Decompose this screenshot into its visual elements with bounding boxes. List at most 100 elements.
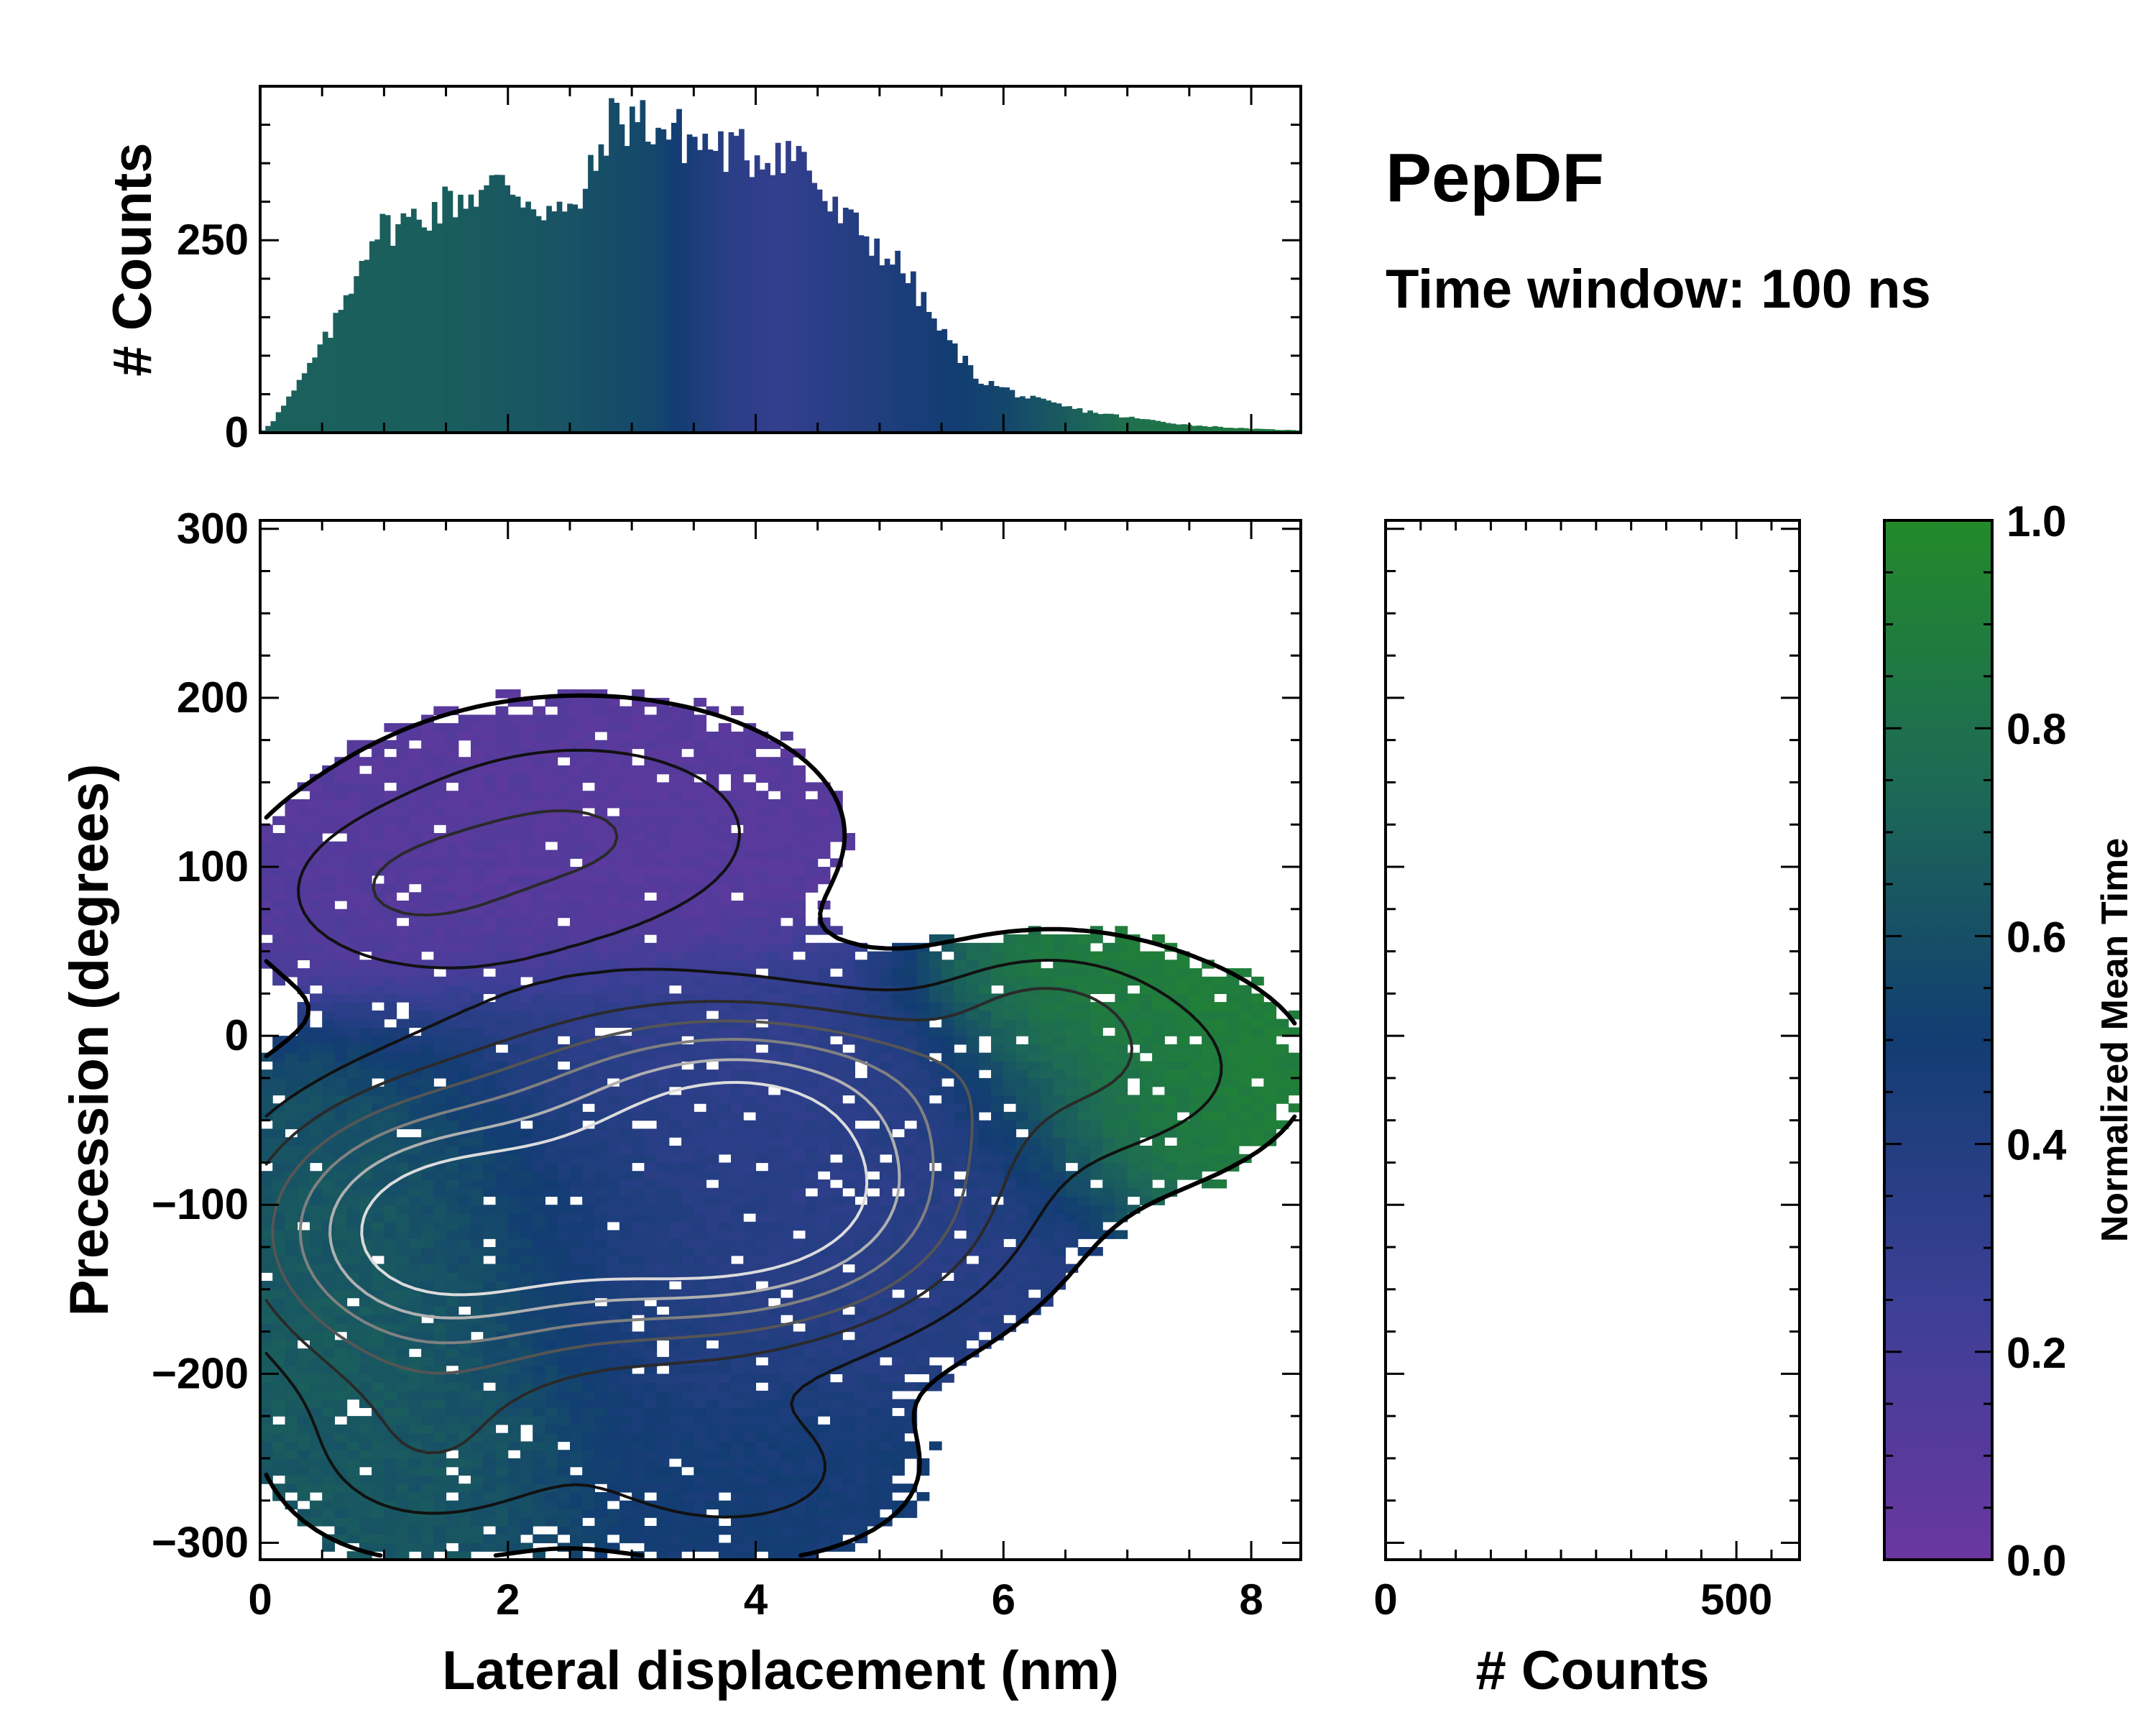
heatmap-cell [471,1255,484,1265]
heatmap-cell [842,1179,855,1189]
heatmap-cell [495,1432,509,1443]
heatmap-cell [668,1399,682,1408]
heatmap-cell [359,1526,372,1535]
heatmap-cell [310,1061,323,1070]
heatmap-cell [322,1416,335,1425]
heatmap-cell [396,1044,410,1054]
heatmap-cell [991,1171,1004,1180]
heatmap-cell [1028,1162,1041,1172]
heatmap-cell [545,1255,558,1265]
heatmap-cell [372,1340,384,1349]
heatmap-cell [706,1365,719,1374]
heatmap-cell [1003,1297,1017,1307]
heatmap-cell [681,942,694,952]
heatmap-cell [706,926,719,935]
heatmap-cell [718,1390,732,1400]
heatmap-cell [892,1365,905,1374]
heatmap-cell [780,1390,793,1400]
heatmap-cell [471,968,484,978]
heatmap-cell [1015,1205,1029,1214]
heatmap-cell [668,1213,682,1223]
heatmap-cell [346,1238,360,1248]
heatmap-cell [731,1044,744,1054]
heatmap-cell [372,1061,384,1070]
heatmap-cell [941,1196,954,1205]
heatmap-cell [1015,951,1029,960]
heatmap-cell [743,1399,757,1408]
heatmap-cell [322,1061,335,1070]
heatmap-cell [619,1306,632,1315]
heatmap-cell [310,976,323,986]
heatmap-cell [545,1492,558,1501]
heatmap-cell [1189,968,1202,978]
heatmap-cell [1102,1162,1115,1172]
heatmap-cell [768,1187,781,1197]
heatmap-cell [1152,1077,1165,1087]
heatmap-cell [668,1264,682,1273]
heatmap-cell [421,1044,434,1054]
heatmap-cell [904,1077,918,1087]
heatmap-cell [607,1458,620,1468]
heatmap-cell [731,1171,744,1180]
heatmap-cell [718,1315,732,1324]
heatmap-cell [830,1517,843,1527]
heatmap-cell [1090,1077,1103,1087]
heatmap-cell [768,960,781,969]
heatmap-cell [495,1492,509,1501]
heatmap-cell [644,1281,658,1290]
heatmap-cell [359,1018,372,1028]
heatmap-cell [755,1120,769,1130]
heatmap-cell [793,1399,806,1408]
heatmap-cell [260,1458,273,1468]
heatmap-cell [334,1036,348,1045]
heatmap-cell [619,1356,632,1366]
heatmap-cell [743,1162,757,1172]
heatmap-cell [718,1111,732,1121]
heatmap-cell [433,1036,447,1045]
heatmap-cell [1251,1036,1264,1045]
heatmap-cell [681,1458,694,1468]
heatmap-cell [966,1272,980,1282]
heatmap-cell [1127,1111,1141,1121]
heatmap-cell [668,1484,682,1493]
heatmap-cell [545,960,558,969]
heatmap-cell [594,1348,608,1358]
heatmap-cell [706,960,719,969]
heatmap-cell [582,1281,595,1290]
heatmap-cell [520,1416,533,1425]
heatmap-cell [768,1128,781,1138]
heatmap-cell [334,1458,348,1468]
heatmap-cell [1164,1077,1178,1087]
heatmap-cell [941,1340,954,1349]
heatmap-cell [260,1340,273,1349]
heatmap-cell [471,985,484,994]
heatmap-cell [842,1509,855,1518]
heatmap-cell [1015,1213,1029,1223]
heatmap-cell [619,1264,632,1273]
heatmap-cell [607,1281,620,1290]
heatmap-cell [793,1162,806,1172]
heatmap-cell [297,1044,310,1054]
y-tick-label: 0 [225,408,249,456]
heatmap-cell [1288,1077,1301,1087]
heatmap-cell [433,1331,447,1340]
heatmap-cell [310,1382,323,1392]
heatmap-cell [384,1322,397,1333]
heatmap-cell [867,993,880,1003]
heatmap-cell [817,1315,831,1324]
heatmap-cell [793,1095,806,1104]
heatmap-cell [594,1331,608,1340]
heatmap-cell [817,1196,831,1205]
top-histogram-bar [598,144,604,433]
heatmap-cell [1189,1095,1202,1104]
heatmap-cell [570,1450,583,1459]
heatmap-cell [533,1238,545,1248]
heatmap-cell [359,1027,372,1036]
heatmap-cell [346,926,360,935]
heatmap-cell [991,1002,1004,1011]
heatmap-cell [916,1331,930,1340]
heatmap-cell [471,1390,484,1400]
heatmap-cell [830,1407,843,1417]
heatmap-cell [879,1297,893,1307]
heatmap-cell [1015,1103,1029,1113]
